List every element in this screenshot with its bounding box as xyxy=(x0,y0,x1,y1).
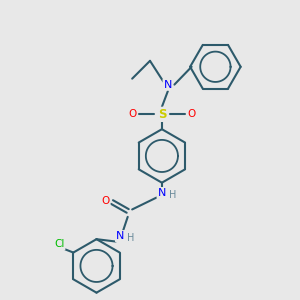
Text: O: O xyxy=(101,196,110,206)
Text: H: H xyxy=(127,233,134,243)
Text: N: N xyxy=(164,80,172,90)
Text: N: N xyxy=(158,188,166,198)
Text: N: N xyxy=(116,231,124,241)
Text: O: O xyxy=(128,109,136,119)
Text: H: H xyxy=(169,190,176,200)
Text: S: S xyxy=(158,108,166,121)
Text: Cl: Cl xyxy=(54,239,64,249)
Text: O: O xyxy=(188,109,196,119)
